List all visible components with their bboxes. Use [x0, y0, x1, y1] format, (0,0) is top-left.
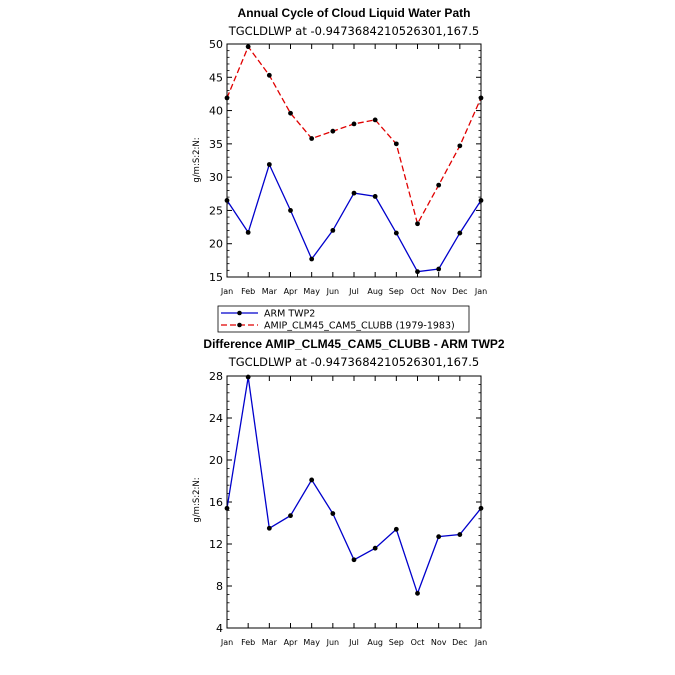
data-point [309, 477, 315, 483]
data-point [245, 44, 251, 50]
x-tick-label: Nov [431, 287, 447, 296]
x-tick-label: Dec [452, 287, 467, 296]
data-point [330, 228, 336, 233]
x-tick-label: Jun [326, 287, 340, 296]
x-tick-label: Dec [452, 638, 467, 647]
chart-title: Annual Cycle of Cloud Liquid Water Path [238, 6, 471, 20]
annual-cycle-chart: Annual Cycle of Cloud Liquid Water Path … [192, 6, 487, 333]
x-tick-label: Jun [326, 638, 340, 647]
series-lines [224, 374, 484, 596]
data-point [351, 190, 357, 196]
y-tick-label: 24 [209, 412, 223, 425]
legend-label-model: AMIP_CLM45_CAM5_CLUBB (1979-1983) [264, 321, 455, 332]
x-tick-label: Jan [220, 287, 233, 296]
y-tick-label: 40 [209, 105, 223, 118]
data-point [393, 141, 399, 147]
axes-ticks: 15 20 25 30 35 40 45 50 Jan Feb Mar Apr May Jun Jul Aug… [209, 38, 487, 296]
x-tick-label: Oct [411, 638, 425, 647]
series-line [226, 45, 482, 226]
x-tick-label: Apr [284, 638, 299, 647]
x-tick-label: Feb [241, 287, 255, 296]
data-point [245, 229, 251, 235]
legend-marker-arm [237, 310, 242, 316]
legend: ARM TWP2 AMIP_CLM45_CAM5_CLUBB (1979-198… [217, 305, 470, 333]
x-tick-label: Nov [431, 638, 447, 647]
series-line [226, 162, 482, 273]
x-tick-label: Sep [389, 287, 404, 296]
data-point [266, 72, 272, 78]
data-point [393, 526, 399, 532]
x-tick-label: Mar [262, 638, 278, 647]
x-tick-label: Apr [284, 287, 299, 296]
plot-frame [226, 43, 482, 278]
y-tick-label: 25 [209, 204, 223, 217]
data-point [351, 121, 357, 127]
data-point [330, 128, 336, 134]
data-point [372, 117, 378, 123]
x-tick-label: Feb [241, 638, 255, 647]
x-tick-label: Jul [348, 638, 359, 647]
x-tick-label: May [303, 287, 320, 296]
y-tick-label: 50 [209, 38, 223, 51]
data-point [415, 221, 420, 227]
x-tick-label: Sep [389, 638, 404, 647]
data-point [288, 208, 293, 213]
legend-label-arm: ARM TWP2 [264, 309, 315, 320]
data-point [372, 194, 378, 199]
x-tick-label: Jan [474, 638, 487, 647]
y-tick-label: 4 [216, 622, 223, 635]
data-point [436, 534, 442, 540]
chart-subtitle: TGCLDLWP at -0.9473684210526301,167.5 [228, 355, 480, 369]
x-tick-label: Mar [262, 287, 278, 296]
data-point [309, 256, 315, 262]
series-lines [224, 44, 484, 275]
data-point [309, 136, 315, 141]
y-tick-label: 35 [209, 138, 223, 151]
x-tick-label: Jul [348, 287, 359, 296]
axes-ticks: 4 8 12 16 20 24 28 Jan Feb Mar Apr May Jun Jul Aug Sep O… [209, 370, 487, 647]
data-point [245, 374, 251, 380]
y-axis-label: g/m:S:2:N: [192, 477, 202, 522]
legend-box [217, 305, 470, 333]
y-axis-label: g/m:S:2:N: [192, 137, 202, 182]
data-point [330, 511, 336, 516]
y-tick-label: 45 [209, 71, 223, 84]
y-tick-label: 28 [209, 370, 223, 383]
chart-subtitle: TGCLDLWP at -0.9473684210526301,167.5 [228, 24, 480, 38]
y-tick-label: 16 [209, 496, 223, 509]
data-point [266, 525, 272, 531]
x-tick-label: May [303, 638, 320, 647]
chart-title: Difference AMIP_CLM45_CAM5_CLUBB - ARM T… [203, 337, 504, 351]
data-point [288, 513, 293, 519]
data-point [436, 182, 442, 188]
data-point [288, 110, 293, 116]
data-point [372, 545, 378, 551]
data-point [415, 269, 420, 275]
data-point [457, 143, 463, 149]
legend-marker-model [237, 322, 242, 328]
x-tick-label: Jan [220, 638, 233, 647]
y-tick-label: 8 [216, 580, 223, 593]
y-tick-label: 30 [209, 171, 223, 184]
x-tick-label: Jan [474, 287, 487, 296]
y-tick-label: 20 [209, 238, 223, 251]
data-point [351, 557, 357, 563]
y-tick-label: 15 [209, 271, 223, 284]
x-tick-label: Oct [411, 287, 425, 296]
x-tick-label: Aug [367, 638, 383, 647]
difference-chart: Difference AMIP_CLM45_CAM5_CLUBB - ARM T… [192, 337, 505, 647]
data-point [457, 532, 463, 537]
data-point [457, 230, 463, 236]
data-point [415, 590, 420, 596]
y-tick-label: 12 [209, 538, 223, 551]
data-point [393, 230, 399, 236]
y-tick-label: 20 [209, 454, 223, 467]
data-point [436, 266, 442, 272]
x-tick-label: Aug [367, 287, 383, 296]
plot-frame [226, 375, 482, 629]
data-point [266, 162, 272, 167]
